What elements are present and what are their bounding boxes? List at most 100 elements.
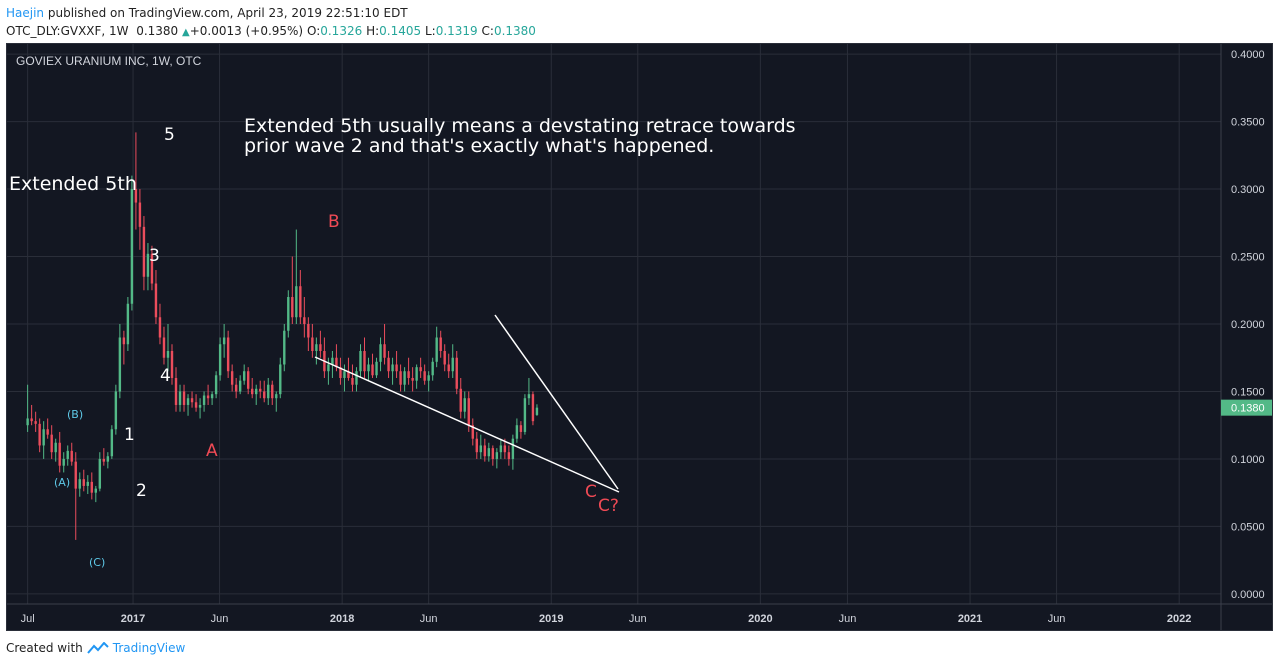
close-label: C: xyxy=(481,24,494,38)
candle-body xyxy=(503,445,507,453)
price-chart[interactable]: 0.0000 0.0500 0.1000 0.1500 0.2000 0.2500 0.30… xyxy=(7,44,1272,630)
candle-body xyxy=(451,357,454,372)
candle-body xyxy=(222,337,226,345)
candle-body xyxy=(46,429,49,435)
chart-panel[interactable]: 0.0000 0.0500 0.1000 0.1500 0.2000 0.2500 0.30… xyxy=(6,43,1273,631)
wave-3-label[interactable]: 3 xyxy=(149,246,160,266)
candle-body xyxy=(114,391,118,430)
candle-body xyxy=(190,398,194,403)
candle-body xyxy=(307,324,310,338)
candle-body xyxy=(467,398,470,426)
candle-body xyxy=(170,350,174,378)
candle-body xyxy=(343,371,346,378)
candle-body xyxy=(198,404,202,408)
low-value: 0.1319 xyxy=(435,24,478,38)
candle-body xyxy=(54,442,57,453)
symbol: OTC_DLY:GVXXF, 1W xyxy=(6,24,129,38)
time-tick-label: 2019 xyxy=(539,613,563,625)
price-change: +0.0013 (+0.95%) xyxy=(189,24,304,38)
time-tick-label: 2017 xyxy=(121,613,145,625)
candle-body xyxy=(499,445,503,453)
wedge-lower-line[interactable] xyxy=(314,356,620,493)
wave-a-label[interactable]: A xyxy=(206,441,218,461)
wave-c-label[interactable]: C xyxy=(585,482,597,502)
candle-body xyxy=(62,458,65,466)
tradingview-logo-icon xyxy=(87,642,109,654)
candle-body xyxy=(162,337,166,358)
candle-body xyxy=(291,297,294,318)
wave-b-label[interactable]: B xyxy=(328,212,340,232)
candle-body xyxy=(138,202,142,227)
price-tick-label: 0.3500 xyxy=(1231,117,1265,129)
candle-body xyxy=(479,445,483,453)
candle-body xyxy=(359,350,362,372)
wave-2-label[interactable]: 2 xyxy=(136,481,147,501)
candle-body xyxy=(311,337,314,351)
wave-a-minor-label[interactable]: (A) xyxy=(54,476,70,489)
candle-body xyxy=(403,371,406,385)
candle-body xyxy=(395,364,398,372)
footer: Created with TradingView xyxy=(6,641,185,655)
candle-body xyxy=(383,344,386,358)
candle-body xyxy=(210,394,214,399)
analysis-note-line1[interactable]: Extended 5th usually means a devstating … xyxy=(244,115,796,137)
price-tick-label: 0.2500 xyxy=(1231,252,1265,264)
last-price-tag-text: 0.1380 xyxy=(1231,403,1265,415)
candle-body xyxy=(471,425,474,439)
candle-body xyxy=(134,189,138,203)
price-tick-label: 0.2000 xyxy=(1231,319,1265,331)
candle-body xyxy=(335,357,338,368)
candle-body xyxy=(166,350,170,358)
created-with-text: Created with xyxy=(6,641,83,655)
wave-5-label[interactable]: 5 xyxy=(164,125,175,145)
publish-line: Haejin published on TradingView.com, Apr… xyxy=(6,4,1276,22)
candle-body xyxy=(230,371,234,385)
price-axis[interactable]: 0.0000 0.0500 0.1000 0.1500 0.2000 0.2500 0.30… xyxy=(1231,49,1265,601)
time-axis[interactable]: Jul 2017 Jun 2018 Jun 2019 Jun 2020 Jun 2021 Jun 20… xyxy=(21,613,1192,625)
wave-b-minor-label[interactable]: (B) xyxy=(67,408,83,421)
grid-lines xyxy=(7,44,1221,604)
candle-body xyxy=(327,364,330,372)
candle-body xyxy=(218,344,222,376)
high-value: 0.1405 xyxy=(379,24,422,38)
candle-body xyxy=(407,371,410,378)
wedge-upper-line[interactable] xyxy=(494,314,619,490)
wave-4-label[interactable]: 4 xyxy=(160,366,171,386)
candle-body xyxy=(283,330,286,365)
candle-body xyxy=(355,371,358,385)
candle-body xyxy=(154,283,158,318)
candle-body xyxy=(475,438,478,453)
analysis-note-line2[interactable]: prior wave 2 and that's exactly what's h… xyxy=(244,135,714,157)
close-value: 0.1380 xyxy=(493,24,536,38)
candle-body xyxy=(214,375,218,395)
candle-body xyxy=(299,286,302,318)
candle-body xyxy=(483,445,487,457)
wave-c-minor-label[interactable]: (C) xyxy=(89,556,105,569)
open-value: 0.1326 xyxy=(320,24,363,38)
up-arrow-icon: ▲ xyxy=(182,27,190,38)
wave-c-question-label[interactable]: C? xyxy=(598,496,619,516)
candle-body xyxy=(367,364,370,372)
candle-body xyxy=(98,458,102,489)
candle-body xyxy=(110,429,114,457)
candle-body xyxy=(259,388,262,392)
candle-body xyxy=(275,394,278,399)
wave-1-label[interactable]: 1 xyxy=(124,425,135,445)
time-tick-label: 2022 xyxy=(1167,613,1191,625)
candle-body xyxy=(82,479,85,486)
candle-body xyxy=(102,458,106,462)
tradingview-link[interactable]: TradingView xyxy=(112,641,186,655)
extended-5th-label[interactable]: Extended 5th xyxy=(9,173,137,195)
candle-body xyxy=(455,357,458,389)
author-link[interactable]: Haejin xyxy=(6,6,45,20)
price-tick-label: 0.3000 xyxy=(1231,184,1265,196)
candle-body xyxy=(255,388,258,395)
candle-body xyxy=(287,297,290,331)
candle-body xyxy=(519,425,523,432)
time-tick-label: 2021 xyxy=(958,613,982,625)
last-price: 0.1380 xyxy=(136,24,179,38)
published-text: published on TradingView.com, April 23, … xyxy=(44,6,408,20)
candle-body xyxy=(487,448,491,457)
publication-header: Haejin published on TradingView.com, Apr… xyxy=(6,4,1276,42)
candle-body xyxy=(295,286,298,318)
